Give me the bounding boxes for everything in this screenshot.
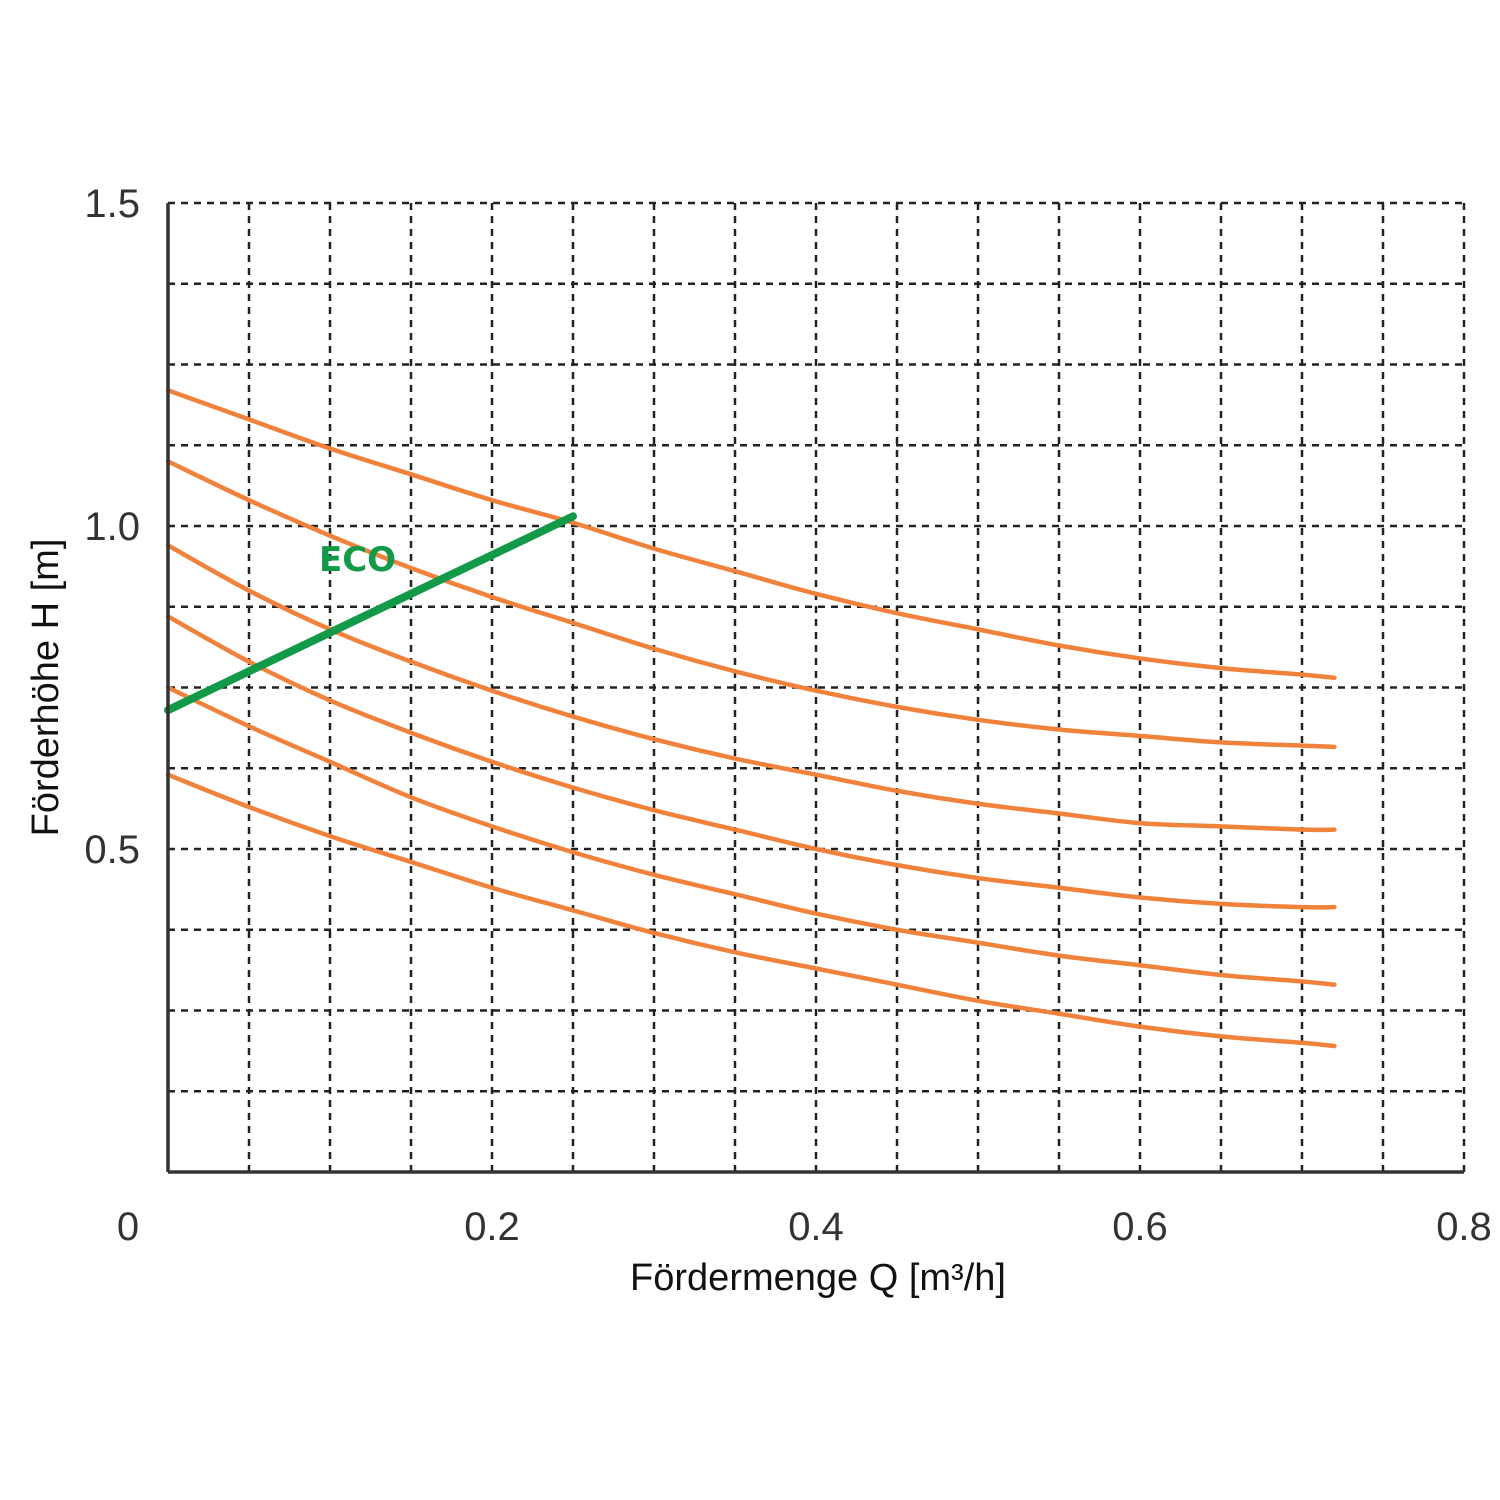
- y-tick-label: 0.5: [84, 828, 140, 872]
- grid: [168, 201, 1466, 1172]
- pump-curve-5: [165, 685, 1337, 987]
- y-axis-title: Förderhöhe H [m]: [25, 539, 67, 837]
- x-axis-title: Fördermenge Q [m³/h]: [630, 1257, 1006, 1299]
- eco-label: ECO: [319, 540, 396, 580]
- x-tick-label: 0: [117, 1205, 139, 1249]
- y-tick-label: 1.5: [84, 182, 140, 226]
- performance-curves: [165, 388, 1337, 1049]
- pump-curve-1: [165, 388, 1337, 681]
- eco-curve-group: [164, 512, 577, 715]
- pump-curve-3: [165, 543, 1337, 833]
- x-tick-label: 0.4: [788, 1205, 844, 1249]
- eco-curve: [164, 512, 577, 715]
- axes: [166, 203, 1464, 1174]
- x-tick-label: 0.6: [1112, 1205, 1168, 1249]
- x-tick-label: 0.2: [464, 1205, 520, 1249]
- pump-curve-4: [165, 614, 1337, 910]
- x-tick-label: 0.8: [1436, 1205, 1492, 1249]
- tick-labels: 0 0.2 0.4 0.6 0.8 0.5 1.0 1.5: [84, 182, 1491, 1249]
- pump-curve-2: [165, 459, 1337, 750]
- y-tick-label: 1.0: [84, 505, 140, 549]
- pump-curve-6: [165, 772, 1337, 1049]
